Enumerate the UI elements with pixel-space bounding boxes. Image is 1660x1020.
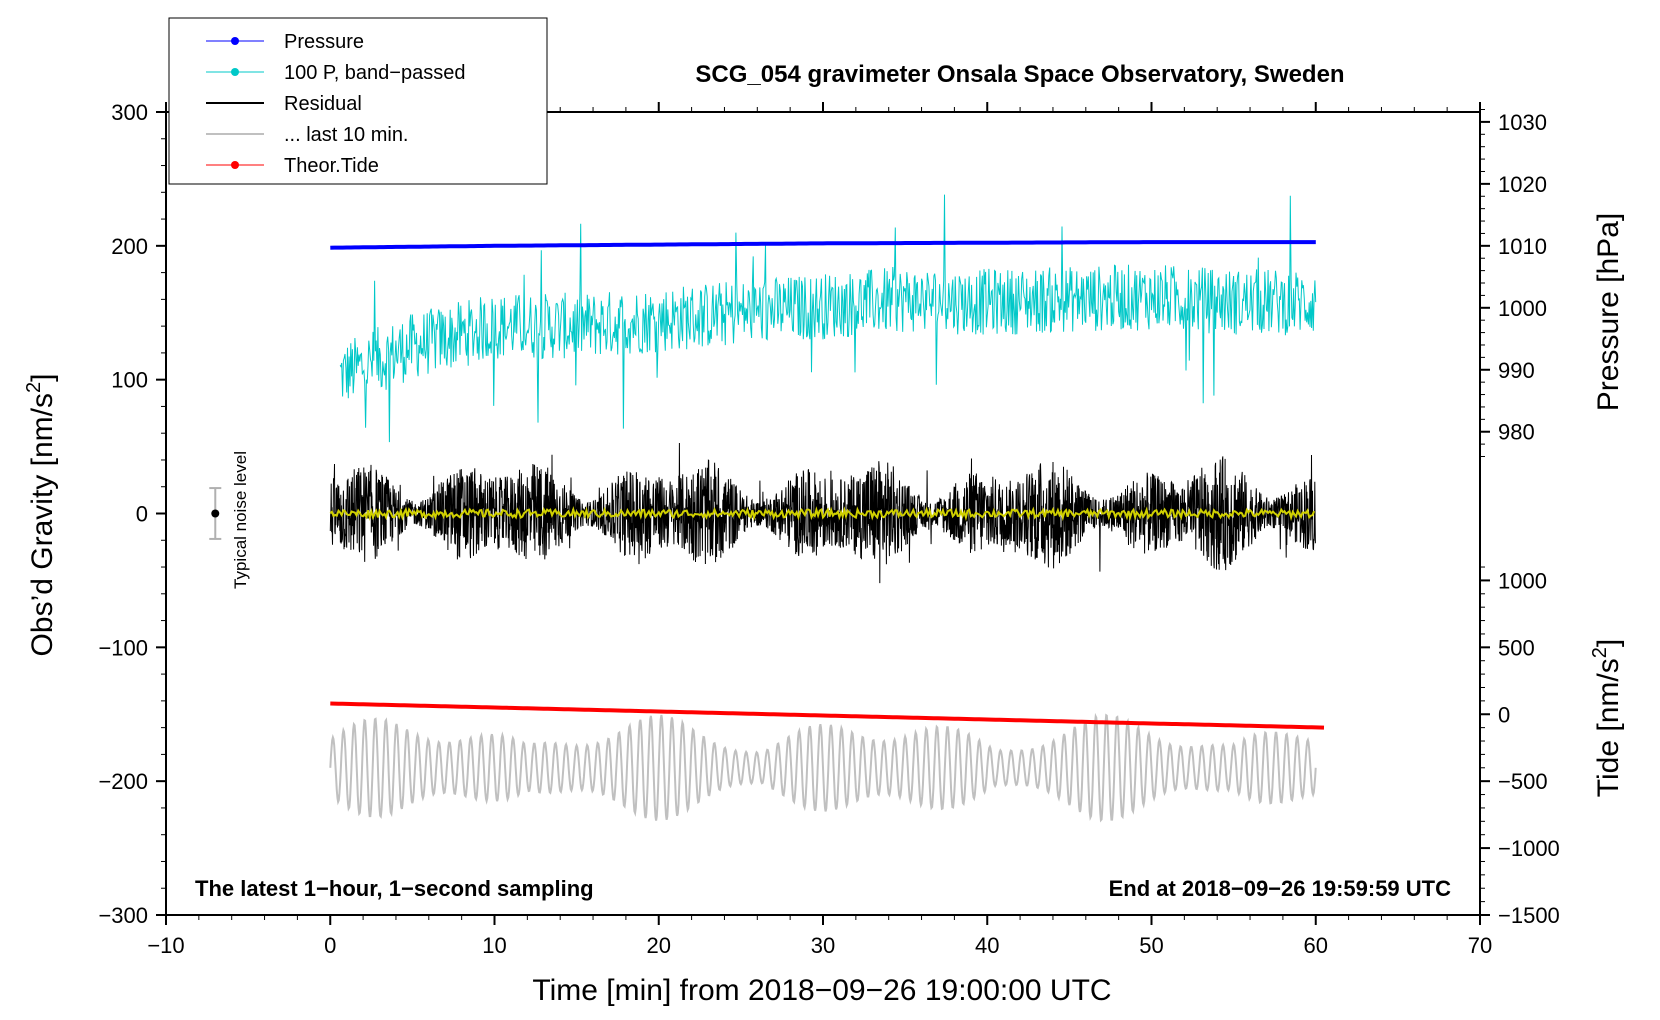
y-tick-label: −200 <box>98 769 148 794</box>
pressure-tick-label: 1020 <box>1498 172 1547 197</box>
tide-tick-label: 0 <box>1498 702 1510 727</box>
noise-indicator: Typical noise level <box>209 451 250 589</box>
x-tick-label: 40 <box>975 933 999 958</box>
legend-label-100-p-band-passed: 100 P, band−passed <box>284 62 465 84</box>
y-tick-label: −300 <box>98 903 148 928</box>
pressure-tick-label: 1000 <box>1498 296 1547 321</box>
tide-tick-label: −1000 <box>1498 836 1560 861</box>
noise-level-label: Typical noise level <box>231 451 250 589</box>
x-tick-label: −10 <box>147 933 184 958</box>
x-tick-label: 30 <box>811 933 835 958</box>
series-pressure <box>330 240 1316 250</box>
y-tick-label: 100 <box>111 368 148 393</box>
end-time-note: End at 2018−09−26 19:59:59 UTC <box>1109 876 1452 901</box>
tide-axis-title: Tide [nm/s2] <box>1589 639 1625 797</box>
x-tick-label: 0 <box>324 933 336 958</box>
legend-label-pressure: Pressure <box>284 31 364 53</box>
tide-tick-label: 1000 <box>1498 568 1547 593</box>
legend-label-theor-tide: Theor.Tide <box>284 155 379 177</box>
x-tick-label: 20 <box>647 933 671 958</box>
series-residual <box>329 442 1316 584</box>
pressure-tick-label: 1030 <box>1498 110 1547 135</box>
series-smoothed-residual <box>329 506 1316 522</box>
tide-tick-label: 500 <box>1498 635 1535 660</box>
legend: Pressure 100 P, band−passed Residual ... la… <box>168 17 548 185</box>
legend-marker-100-p-band-passed <box>231 68 239 76</box>
tide-tick-label: −500 <box>1498 769 1548 794</box>
axes-layer: −10 0 10 20 30 40 50 60 70−300−200−1000100200300… <box>98 100 1559 958</box>
legend-marker-theor-tide <box>231 161 239 169</box>
pressure-tick-label: 990 <box>1498 358 1535 383</box>
pressure-tick-label: 1010 <box>1498 234 1547 259</box>
pressure-tick-label: 980 <box>1498 420 1535 445</box>
x-tick-label: 50 <box>1139 933 1163 958</box>
legend-label-last-10-min: ... last 10 min. <box>284 124 409 146</box>
y-tick-label: −100 <box>98 635 148 660</box>
noise-point <box>211 509 220 518</box>
x-tick-label: 60 <box>1304 933 1328 958</box>
series-theor-tide <box>330 701 1325 730</box>
legend-box <box>168 17 548 185</box>
series-layer <box>329 194 1325 823</box>
x-tick-label: 70 <box>1468 933 1492 958</box>
legend-label-residual: Residual <box>284 93 362 115</box>
chart-title: SCG_054 gravimeter Onsala Space Observat… <box>695 61 1344 88</box>
y-tick-label: 300 <box>111 100 148 125</box>
y-tick-label: 0 <box>136 502 148 527</box>
y-tick-label: 200 <box>111 234 148 259</box>
series-last-10-min <box>329 712 1317 823</box>
x-tick-label: 10 <box>482 933 506 958</box>
series-100-p-band-passed <box>339 194 1317 443</box>
y-axis-title: Obs’d Gravity [nm/s2] <box>23 374 59 657</box>
tide-tick-label: −1500 <box>1498 903 1560 928</box>
legend-marker-pressure <box>231 37 239 45</box>
pressure-axis-title: Pressure [hPa] <box>1592 213 1625 411</box>
sampling-note: The latest 1−hour, 1−second sampling <box>195 876 594 901</box>
x-axis-title: Time [min] from 2018−09−26 19:00:00 UTC <box>532 974 1111 1007</box>
